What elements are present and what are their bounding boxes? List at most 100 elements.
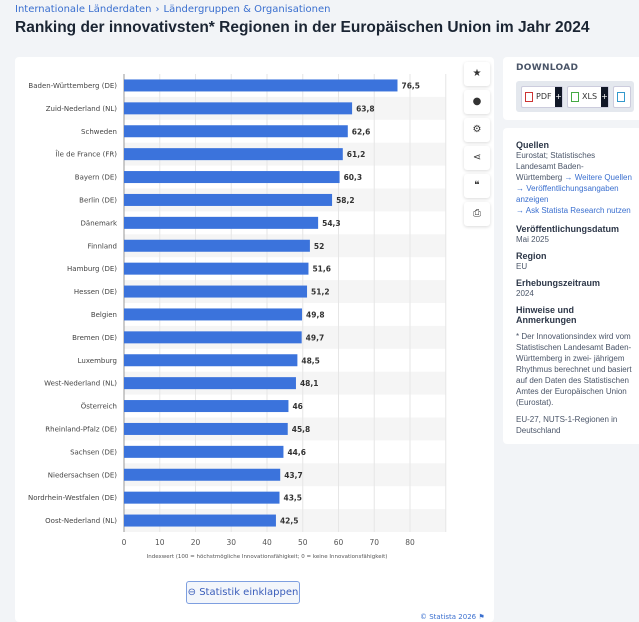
- flag-icon: ⚑: [478, 613, 485, 621]
- download-image-button[interactable]: [613, 86, 631, 108]
- category-label: Rheinland-Pfalz (DE): [45, 425, 117, 433]
- period: 2024: [516, 289, 534, 298]
- category-label: Sachsen (DE): [70, 448, 117, 456]
- value-label: 45,8: [292, 425, 311, 434]
- value-label: 49,8: [306, 310, 325, 319]
- download-pdf-button[interactable]: PDF +: [521, 86, 563, 108]
- plus-icon: +: [601, 87, 608, 107]
- value-label: 61,2: [347, 150, 366, 159]
- category-label: Belgien: [91, 311, 117, 319]
- download-xls-button[interactable]: XLS +: [567, 86, 609, 108]
- bar: [124, 216, 319, 229]
- category-label: Nordrhein-Westfalen (DE): [28, 494, 117, 502]
- category-label: Schweden: [81, 128, 117, 136]
- xls-icon: [571, 92, 579, 102]
- bar: [124, 445, 284, 458]
- value-label: 51,6: [312, 265, 331, 274]
- value-label: 42,5: [280, 517, 299, 526]
- x-tick-label: 70: [369, 538, 379, 547]
- bar: [124, 148, 343, 161]
- pub-date-heading: Veröffentlichungsdatum: [516, 224, 620, 234]
- sources-text-2: Württemberg: [516, 173, 563, 182]
- bar-chart: Baden-Württemberg (DE) 76,5 Zuid-Nederland…: [28, 74, 447, 560]
- value-label: 60,3: [344, 173, 363, 182]
- category-label: West-Nederland (NL): [44, 380, 117, 388]
- x-tick-label: 20: [191, 538, 201, 547]
- ask-research-link[interactable]: → Ask Statista Research nutzen: [516, 206, 631, 215]
- chart-toolbar: ★ ● ⚙ ⋖ ❝ ⎙: [464, 62, 490, 230]
- value-label: 58,2: [336, 196, 355, 205]
- notes-heading: Hinweise und Anmerkungen: [516, 305, 577, 325]
- x-tick-label: 10: [155, 538, 165, 547]
- bar: [124, 79, 398, 92]
- image-icon: [617, 92, 625, 102]
- publication-info-link[interactable]: → Veröffentlichungsangaben anzeigen: [516, 184, 619, 204]
- value-label: 51,2: [311, 288, 330, 297]
- category-label: Bayern (DE): [75, 174, 118, 182]
- x-tick-label: 50: [298, 538, 308, 547]
- info-panel: Quellen Eurostat; Statistisches Landesam…: [503, 128, 639, 444]
- minus-circle-icon: ⊖: [187, 587, 200, 598]
- value-label: 49,7: [306, 333, 325, 342]
- value-label: 48,1: [300, 379, 319, 388]
- bar: [124, 102, 353, 115]
- bar: [124, 422, 288, 435]
- download-title: DOWNLOAD: [516, 63, 579, 73]
- bell-icon[interactable]: ●: [464, 90, 490, 114]
- bar: [124, 193, 333, 206]
- value-label: 76,5: [401, 81, 420, 90]
- category-label: Österreich: [81, 402, 117, 411]
- value-label: 52: [314, 242, 324, 251]
- bar: [124, 354, 298, 367]
- collapse-statistic-button[interactable]: ⊖ Statistik einklappen: [186, 581, 300, 604]
- bar: [124, 491, 280, 504]
- value-label: 46: [292, 402, 302, 411]
- sources-text: Eurostat; Statistisches Landesamt Baden-: [516, 151, 596, 171]
- breadcrumb-separator: ›: [155, 4, 160, 15]
- more-sources-link[interactable]: → Weitere Quellen: [564, 173, 632, 182]
- x-tick-label: 60: [334, 538, 344, 547]
- quote-icon[interactable]: ❝: [464, 174, 490, 198]
- bar: [124, 285, 308, 298]
- category-label: Zuid-Nederland (NL): [46, 105, 118, 113]
- x-tick-label: 80: [405, 538, 415, 547]
- bar: [124, 400, 289, 413]
- bar: [124, 262, 309, 275]
- x-tick-label: 0: [122, 538, 127, 547]
- plus-icon: +: [555, 87, 562, 107]
- pdf-icon: [525, 92, 533, 102]
- category-label: Hamburg (DE): [67, 265, 117, 273]
- print-icon[interactable]: ⎙: [464, 202, 490, 226]
- page-title: Ranking der innovativsten* Regionen in d…: [15, 19, 590, 36]
- bar: [124, 331, 302, 344]
- star-icon[interactable]: ★: [464, 62, 490, 86]
- region: EU: [516, 262, 528, 271]
- x-axis-title: Indexwert (100 = höchstmögliche Innovati…: [147, 554, 388, 560]
- breadcrumb-link-laenderdaten[interactable]: Internationale Länderdaten: [15, 4, 152, 15]
- share-icon[interactable]: ⋖: [464, 146, 490, 170]
- pub-date: Mai 2025: [516, 235, 549, 244]
- region-heading: Region: [516, 251, 547, 261]
- gear-icon[interactable]: ⚙: [464, 118, 490, 142]
- category-label: Oost-Nederland (NL): [45, 517, 117, 525]
- breadcrumb-link-laendergruppen[interactable]: Ländergruppen & Organisationen: [163, 4, 331, 15]
- category-label: Hessen (DE): [74, 288, 117, 296]
- value-label: 62,6: [352, 127, 371, 136]
- value-label: 43,7: [284, 471, 303, 480]
- notes-text: * Der Innovationsindex wird vom Statisti…: [516, 332, 632, 407]
- category-label: Île de France (FR): [56, 150, 118, 159]
- x-tick-label: 40: [262, 538, 272, 547]
- category-label: Luxemburg: [78, 357, 117, 365]
- bar: [124, 377, 296, 390]
- copyright-link[interactable]: © Statista 2026 ⚑: [420, 613, 485, 621]
- value-label: 54,3: [322, 219, 341, 228]
- bar: [124, 171, 340, 184]
- bar: [124, 239, 310, 252]
- notes-text-2: EU-27, NUTS-1-Regionen in Deutschland: [516, 415, 618, 435]
- value-label: 63,8: [356, 104, 375, 113]
- category-label: Finnland: [88, 242, 117, 250]
- value-label: 48,5: [301, 356, 320, 365]
- category-label: Niedersachsen (DE): [48, 471, 117, 479]
- bar: [124, 308, 303, 321]
- download-panel: DOWNLOAD PDF + XLS +: [503, 57, 639, 120]
